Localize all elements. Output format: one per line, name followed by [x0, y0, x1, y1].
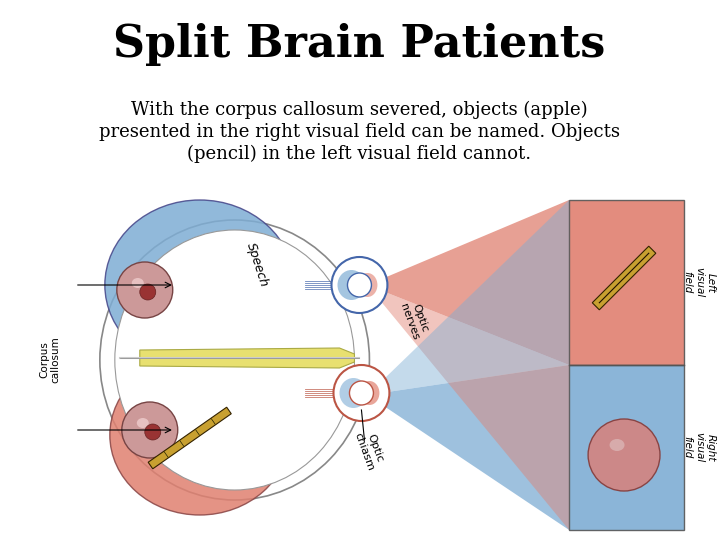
Text: Left
visual
field: Left visual field: [683, 267, 716, 298]
Text: Split Brain Patients: Split Brain Patients: [113, 24, 606, 66]
Ellipse shape: [100, 220, 369, 500]
Ellipse shape: [340, 378, 367, 408]
Ellipse shape: [132, 278, 144, 288]
Circle shape: [349, 381, 374, 405]
Text: Optic
chiasm: Optic chiasm: [353, 428, 387, 472]
Polygon shape: [367, 200, 569, 365]
Text: Visual area
of right
hemisphere: Visual area of right hemisphere: [5, 421, 39, 479]
Polygon shape: [367, 285, 569, 530]
Circle shape: [333, 365, 390, 421]
Ellipse shape: [105, 200, 294, 370]
Text: Optic
nerves: Optic nerves: [397, 299, 431, 341]
Circle shape: [588, 419, 660, 491]
Circle shape: [145, 424, 161, 440]
Text: With the corpus callosum severed, objects (apple): With the corpus callosum severed, object…: [131, 101, 588, 119]
Text: Corpus
callosum: Corpus callosum: [39, 336, 60, 383]
Ellipse shape: [114, 230, 354, 490]
Text: Speech: Speech: [244, 241, 271, 289]
Text: Visual area
of left
hemisphere: Visual area of left hemisphere: [5, 246, 39, 304]
Ellipse shape: [110, 355, 289, 515]
Polygon shape: [593, 246, 656, 310]
Polygon shape: [148, 407, 231, 469]
Circle shape: [140, 284, 156, 300]
Ellipse shape: [359, 381, 379, 405]
Text: (pencil) in the left visual field cannot.: (pencil) in the left visual field cannot…: [187, 145, 531, 163]
Text: Right
visual
field: Right visual field: [683, 433, 716, 463]
Text: presented in the right visual field can be named. Objects: presented in the right visual field can …: [99, 123, 620, 141]
Ellipse shape: [357, 273, 377, 297]
Polygon shape: [367, 365, 569, 530]
Ellipse shape: [338, 270, 366, 300]
Circle shape: [348, 273, 372, 297]
Ellipse shape: [610, 439, 624, 451]
Circle shape: [122, 402, 178, 458]
Ellipse shape: [137, 418, 149, 428]
Circle shape: [331, 257, 387, 313]
Circle shape: [117, 262, 173, 318]
Polygon shape: [140, 348, 354, 368]
Bar: [569, 200, 684, 365]
Polygon shape: [367, 200, 569, 395]
Bar: [569, 365, 684, 530]
